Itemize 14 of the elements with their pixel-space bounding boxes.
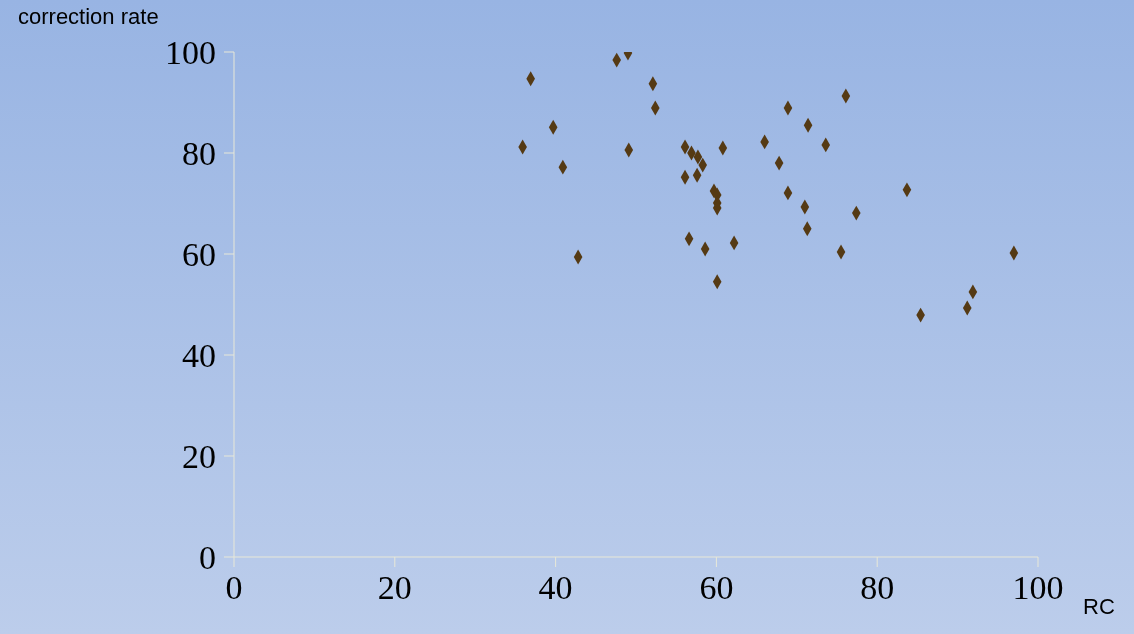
x-tick-label: 80: [860, 569, 895, 607]
y-tick-label: 40: [182, 337, 216, 375]
x-axis-title: RC: [1083, 594, 1115, 620]
x-tick-label: 20: [377, 569, 412, 607]
y-tick-label: 60: [182, 236, 216, 274]
x-tick-label: 100: [1012, 569, 1064, 607]
x-tick-label: 60: [699, 569, 734, 607]
x-tick-label: 40: [538, 569, 573, 607]
x-tick-label: 0: [225, 569, 243, 607]
y-axis-title: correction rate: [18, 4, 159, 30]
y-tick-label: 80: [182, 135, 216, 173]
y-tick-label: 100: [165, 34, 216, 72]
y-tick-label: 0: [199, 539, 216, 577]
y-tick-label: 20: [182, 438, 216, 476]
